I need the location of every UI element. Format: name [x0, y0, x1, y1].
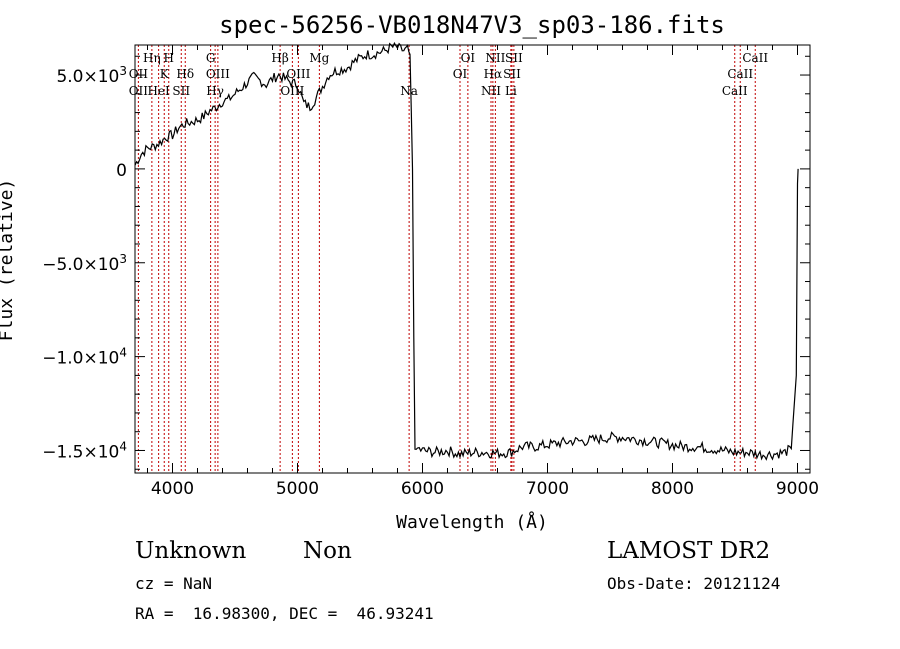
line-label: OII [129, 67, 149, 81]
line-label: H [164, 51, 174, 65]
line-label: CaII [727, 67, 753, 81]
line-label: OI [453, 67, 468, 81]
y-tick-label: −1.5×104 [42, 439, 127, 462]
obs-date-text: Obs-Date: 20121124 [607, 574, 781, 593]
line-label: OIII [286, 67, 310, 81]
y-axis-label: Flux (relative) [0, 179, 17, 342]
survey-label: LAMOST DR2 [607, 538, 771, 564]
spectral-line-markers [137, 45, 756, 473]
x-axis-label: Wavelength (Å) [396, 511, 548, 533]
line-label: OIII [206, 67, 230, 81]
x-tick-label: 5000 [276, 479, 319, 499]
y-tick-label: 0 [116, 161, 127, 181]
chart-title: spec-56256-VB018N47V3_sp03-186.fits [219, 11, 725, 39]
x-axis-ticks: 4000 5000 6000 7000 8000 9000 [147, 45, 819, 499]
line-label: SII [503, 67, 521, 81]
line-label: HeI [147, 84, 170, 98]
y-axis-ticks: 5.0×103 0 −5.0×103 −1.0×104 −1.5×104 [42, 55, 810, 470]
line-label: Hδ [176, 67, 194, 81]
line-label: K [160, 67, 170, 81]
line-label: OIII [280, 84, 304, 98]
line-label: Hγ [206, 84, 224, 98]
x-tick-label: 8000 [651, 479, 694, 499]
y-tick-label: −1.0×104 [42, 346, 127, 369]
redshift-text: cz = NaN [135, 574, 213, 593]
plot-frame [134, 44, 811, 474]
class-label: Unknown [135, 538, 247, 564]
y-tick-label: 5.0×103 [56, 64, 127, 87]
line-label: Hη [143, 51, 161, 65]
x-tick-label: 6000 [401, 479, 444, 499]
line-label: Mg [309, 51, 329, 65]
spectral-line-labels: OII OII Hη HeI KH SII Hδ G Hγ OIII Hβ OIII OIII Mg Na O… [129, 51, 769, 98]
x-tick-label: 7000 [526, 479, 569, 499]
line-label: Na [400, 84, 418, 98]
line-label: Hα [484, 67, 503, 81]
line-label: NII [485, 51, 505, 65]
line-label: OI [461, 51, 476, 65]
x-tick-label: 9000 [776, 479, 819, 499]
subclass-label: Non [303, 538, 352, 564]
spectrum-line [134, 41, 799, 461]
y-tick-label: −5.0×103 [42, 252, 127, 275]
coordinates-text: RA = 16.98300, DEC = 46.93241 [135, 604, 434, 623]
line-label: NII [481, 84, 501, 98]
x-tick-label: 4000 [151, 479, 194, 499]
line-label: G [206, 51, 216, 65]
line-label: Li [505, 84, 517, 98]
line-label: OII [129, 84, 149, 98]
line-label: CaII [722, 84, 748, 98]
line-label: SII [172, 84, 190, 98]
line-label: CaII [742, 51, 768, 65]
line-label: SII [505, 51, 523, 65]
line-label: Hβ [271, 51, 288, 65]
